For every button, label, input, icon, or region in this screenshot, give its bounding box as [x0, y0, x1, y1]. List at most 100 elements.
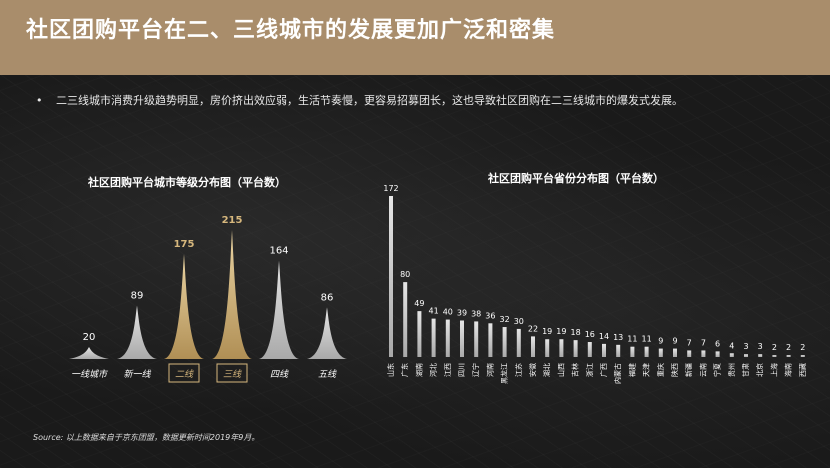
province-category-label: 甘肃: [741, 363, 750, 377]
city-tier-peak: [259, 260, 299, 359]
province-value-label: 9: [672, 337, 677, 346]
province-value-label: 2: [786, 343, 791, 352]
province-category-label: 新疆: [684, 363, 693, 377]
city-tier-peak: [307, 307, 347, 359]
page-title: 社区团购平台在二、三线城市的发展更加广泛和密集: [26, 18, 556, 43]
province-bar: [403, 282, 408, 357]
province-bar: [516, 328, 521, 357]
province-category-label: 黑龙江: [500, 363, 509, 384]
province-bar: [630, 346, 635, 357]
province-value-label: 19: [542, 327, 552, 336]
province-value-label: 16: [585, 330, 595, 339]
city-tier-value-label: 215: [222, 215, 243, 226]
province-bar: [502, 327, 507, 357]
province-category-label: 吉林: [571, 363, 580, 377]
province-category-label: 浙江: [585, 363, 594, 377]
province-category-label: 湖北: [542, 363, 551, 377]
province-value-label: 41: [429, 307, 439, 316]
province-category-label: 天津: [643, 363, 651, 377]
city-tier-category-label: 五线: [318, 369, 337, 380]
province-value-label: 36: [485, 311, 495, 320]
highlight-box: [168, 363, 200, 383]
province-bar: [800, 355, 805, 357]
province-value-label: 9: [658, 337, 663, 346]
province-value-label: 80: [400, 270, 410, 279]
province-category-label: 福建: [627, 363, 636, 377]
province-value-label: 22: [528, 324, 538, 333]
province-value-label: 38: [471, 309, 481, 318]
bullet-point: • 二三线城市消费升级趋势明显，房价挤出效应弱，生活节奏慢，更容易招募团长，这也导…: [36, 92, 816, 108]
city-tier-chart-title: 社区团购平台城市等级分布图（平台数）: [88, 176, 286, 189]
province-category-label: 河北: [430, 363, 438, 377]
province-value-label: 18: [571, 328, 581, 337]
province-chart-title: 社区团购平台省份分布图（平台数）: [488, 172, 664, 185]
header-bar: 社区团购平台在二、三线城市的发展更加广泛和密集: [0, 0, 830, 75]
city-tier-peak: [164, 254, 204, 359]
province-value-label: 32: [500, 315, 510, 324]
province-bar: [389, 196, 393, 357]
province-bar: [474, 321, 479, 357]
province-value-label: 7: [701, 338, 706, 347]
province-value-label: 19: [556, 327, 566, 336]
province-bar: [772, 355, 777, 357]
province-bar: [417, 311, 422, 357]
province-bar: [587, 342, 592, 357]
province-category-label: 辽宁: [471, 363, 480, 377]
province-bar: [729, 353, 734, 357]
province-bar: [531, 336, 535, 357]
province-category-label: 海南: [784, 363, 793, 377]
province-category-label: 湖南: [414, 363, 423, 377]
province-bar: [616, 344, 621, 357]
province-category-label: 陕西: [670, 363, 679, 377]
province-category-label: 江苏: [514, 363, 523, 377]
city-tier-category-label: 二线: [175, 369, 194, 380]
province-value-label: 39: [457, 308, 467, 317]
province-bar: [658, 348, 663, 357]
province-value-label: 11: [627, 335, 637, 344]
province-category-label: 山西: [556, 363, 565, 377]
province-category-label: 安徽: [528, 363, 537, 377]
city-tier-value-label: 86: [321, 292, 334, 303]
city-tier-category-label: 新一线: [123, 369, 151, 380]
city-tier-value-label: 164: [269, 246, 288, 257]
province-bar: [545, 339, 550, 357]
province-bar: [786, 355, 791, 357]
province-value-label: 14: [599, 332, 609, 341]
province-bar: [644, 346, 649, 357]
city-tier-category-label: 一线城市: [71, 369, 109, 380]
province-bar: [460, 320, 464, 357]
highlight-box: [216, 363, 248, 383]
province-category-label: 重庆: [656, 363, 665, 377]
province-bar: [431, 318, 436, 357]
city-tier-category-label: 四线: [270, 369, 289, 380]
province-value-label: 3: [743, 342, 748, 351]
province-value-label: 30: [514, 317, 524, 326]
province-value-label: 40: [443, 308, 453, 317]
province-bar: [559, 339, 564, 357]
province-category-label: 广东: [400, 363, 409, 377]
province-bar: [715, 351, 720, 357]
province-bar: [602, 343, 606, 357]
province-bar: [445, 319, 450, 357]
province-value-label: 6: [715, 339, 720, 348]
province-value-label: 4: [729, 341, 734, 350]
bullet-text: 二三线城市消费升级趋势明显，房价挤出效应弱，生活节奏慢，更容易招募团长，这也导致…: [56, 94, 683, 107]
province-bar: [687, 350, 692, 357]
source-note: Source: 以上数据来自于京东团盟，数据更新时间2019年9月。: [33, 433, 260, 442]
province-category-label: 四川: [458, 363, 466, 377]
background-texture: [0, 75, 830, 468]
city-tier-peak: [69, 347, 109, 359]
province-value-label: 11: [642, 335, 652, 344]
province-category-label: 北京: [755, 363, 764, 377]
province-category-label: 西藏: [798, 363, 807, 377]
province-value-label: 2: [800, 343, 805, 352]
province-category-label: 广西: [599, 363, 608, 377]
province-bar: [488, 323, 493, 357]
province-bar: [573, 340, 578, 357]
province-bar: [701, 350, 706, 357]
province-category-label: 上海: [769, 363, 778, 377]
province-bar: [673, 348, 677, 357]
province-category-label: 贵州: [727, 363, 736, 377]
city-tier-value-label: 175: [174, 239, 195, 250]
